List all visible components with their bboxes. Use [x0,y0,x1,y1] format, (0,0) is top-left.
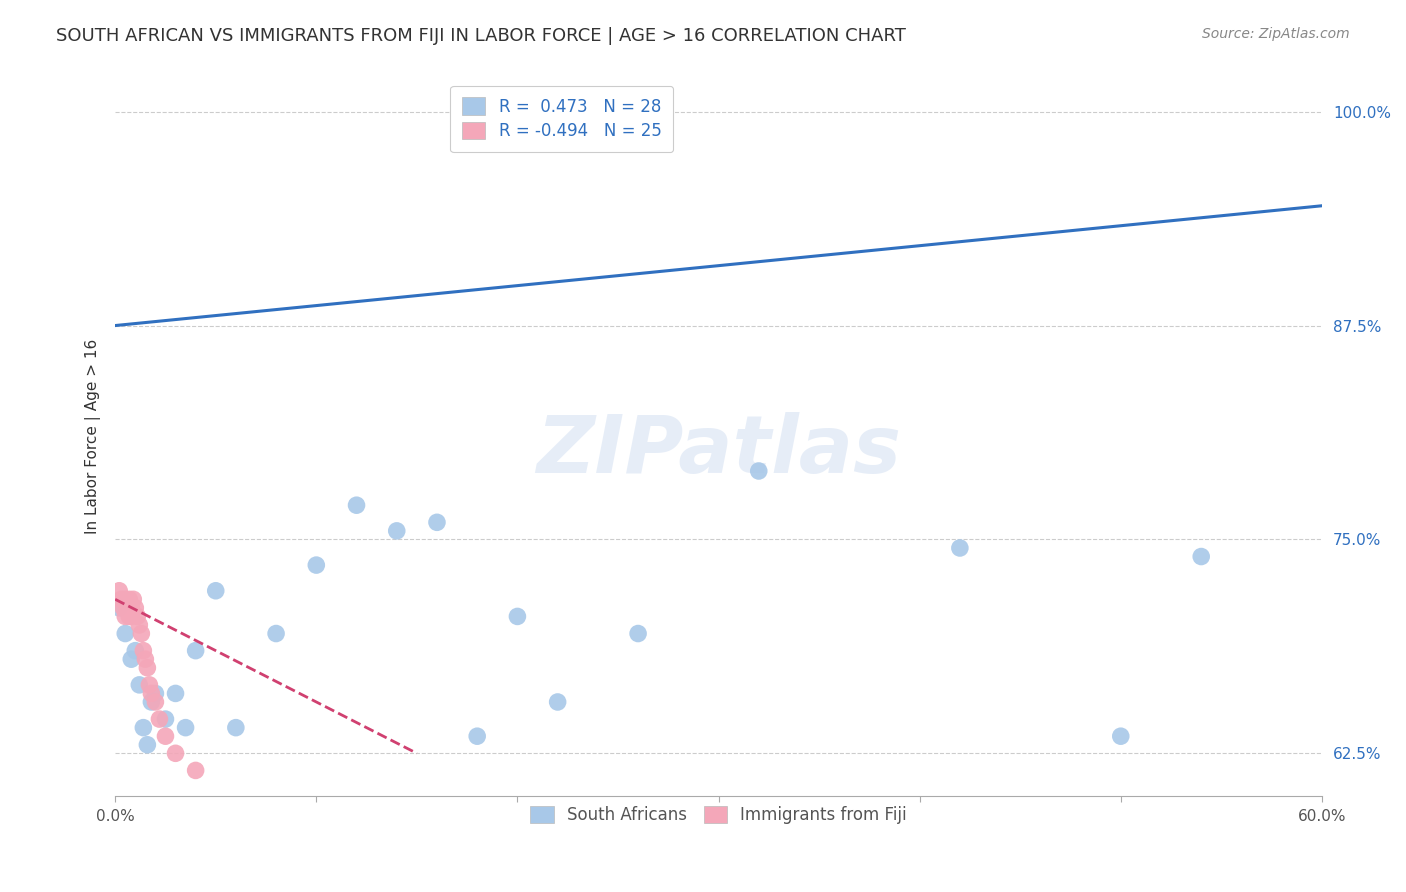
Point [118,592,141,607]
Point [128,618,150,632]
Point [141,686,163,700]
Point [1109,729,1132,743]
Point [184,643,207,657]
Point [748,464,770,478]
Point [141,695,163,709]
Point [138,678,160,692]
Point [108,583,131,598]
Text: ZIPatlas: ZIPatlas [536,412,901,490]
Legend: South Africans, Immigrants from Fiji: South Africans, Immigrants from Fiji [520,797,917,835]
Point [110,592,132,607]
Point [1189,549,1212,564]
Y-axis label: In Labor Force | Age > 16: In Labor Force | Age > 16 [86,339,101,534]
Point [346,498,368,512]
Text: Source: ZipAtlas.com: Source: ZipAtlas.com [1202,27,1350,41]
Point [949,541,972,555]
Point [117,600,139,615]
Point [465,729,488,743]
Point [118,609,141,624]
Point [165,686,187,700]
Point [131,626,153,640]
Text: SOUTH AFRICAN VS IMMIGRANTS FROM FIJI IN LABOR FORCE | AGE > 16 CORRELATION CHAR: SOUTH AFRICAN VS IMMIGRANTS FROM FIJI IN… [56,27,905,45]
Point [134,652,156,666]
Point [122,592,145,607]
Point [128,678,150,692]
Point [120,609,142,624]
Point [114,592,136,607]
Point [124,600,146,615]
Point [108,600,131,615]
Point [165,747,187,761]
Point [120,652,142,666]
Point [136,661,159,675]
Point [132,643,155,657]
Point [174,721,197,735]
Point [305,558,328,573]
Point [124,643,146,657]
Point [426,516,449,530]
Point [145,695,167,709]
Point [155,712,177,726]
Point [127,609,149,624]
Point [155,729,177,743]
Point [120,600,142,615]
Point [204,583,226,598]
Point [114,626,136,640]
Point [145,686,167,700]
Point [184,764,207,778]
Point [136,738,159,752]
Point [114,609,136,624]
Point [627,626,650,640]
Point [132,721,155,735]
Point [547,695,569,709]
Point [506,609,529,624]
Point [385,524,408,538]
Point [225,721,247,735]
Point [264,626,287,640]
Point [148,712,170,726]
Point [112,600,135,615]
